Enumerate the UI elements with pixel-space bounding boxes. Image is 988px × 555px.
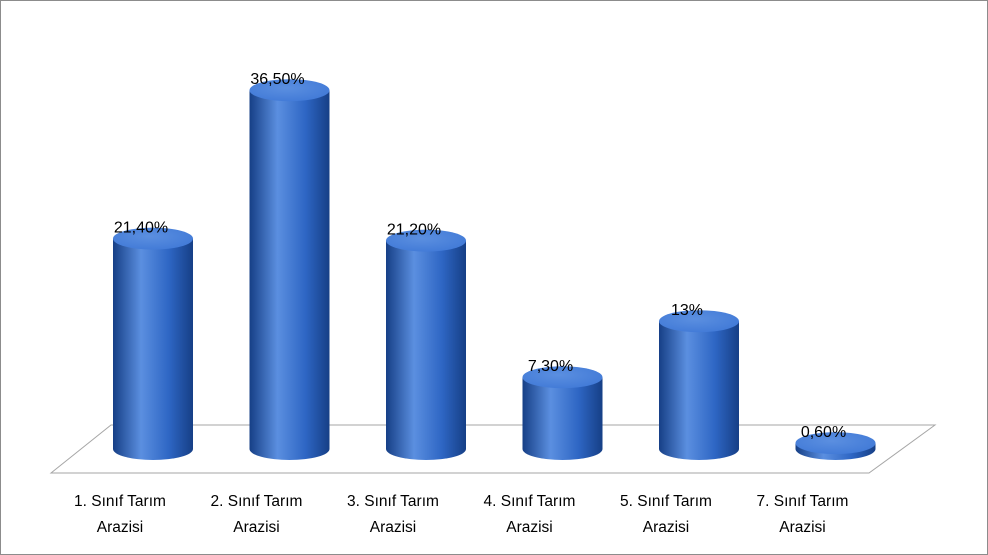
bar-body bbox=[249, 90, 330, 460]
bar-body bbox=[113, 238, 193, 460]
category-label-3-line2: Arazisi bbox=[370, 519, 417, 536]
category-label-6-line2: Arazisi bbox=[779, 519, 826, 536]
category-label-5-line2: Arazisi bbox=[643, 519, 690, 536]
bar-3 bbox=[386, 229, 466, 460]
data-label-5: 13% bbox=[671, 302, 703, 319]
bars-group bbox=[113, 79, 876, 460]
bar-top bbox=[386, 229, 466, 252]
data-label-4: 7,30% bbox=[528, 358, 573, 375]
category-label-2-line1: 2. Sınıf Tarım bbox=[211, 493, 303, 510]
bar-body bbox=[659, 321, 739, 460]
bar-body bbox=[386, 240, 466, 460]
data-label-2: 36,50% bbox=[250, 71, 304, 88]
category-labels-group: 1. Sınıf Tarım Arazisi 2. Sınıf Tarım Arazi… bbox=[74, 493, 848, 536]
bar-4 bbox=[522, 366, 603, 460]
bar-top bbox=[659, 310, 739, 333]
bar-top bbox=[113, 227, 193, 250]
category-label-1-line2: Arazisi bbox=[97, 519, 144, 536]
category-label-4-line1: 4. Sınıf Tarım bbox=[484, 493, 576, 510]
data-label-3: 21,20% bbox=[387, 222, 441, 239]
bar-1 bbox=[113, 227, 193, 460]
bar-top bbox=[795, 432, 876, 455]
category-label-6-line1: 7. Sınıf Tarım bbox=[757, 493, 849, 510]
bar-body bbox=[522, 377, 603, 460]
category-label-1-line1: 1. Sınıf Tarım bbox=[74, 493, 166, 510]
data-label-6: 0,60% bbox=[801, 424, 846, 441]
bar-top bbox=[522, 366, 603, 389]
bar-top bbox=[249, 79, 330, 102]
data-label-1: 21,40% bbox=[114, 220, 168, 237]
bar-5 bbox=[659, 310, 739, 460]
bar-2 bbox=[249, 79, 330, 460]
category-label-3-line1: 3. Sınıf Tarım bbox=[347, 493, 439, 510]
category-label-4-line2: Arazisi bbox=[506, 519, 553, 536]
category-label-5-line1: 5. Sınıf Tarım bbox=[620, 493, 712, 510]
data-labels-group: 21,40% 36,50% 21,20% 7,30% 13% 0,60% bbox=[114, 71, 846, 441]
category-label-2-line2: Arazisi bbox=[233, 519, 280, 536]
bar-6 bbox=[795, 432, 876, 460]
